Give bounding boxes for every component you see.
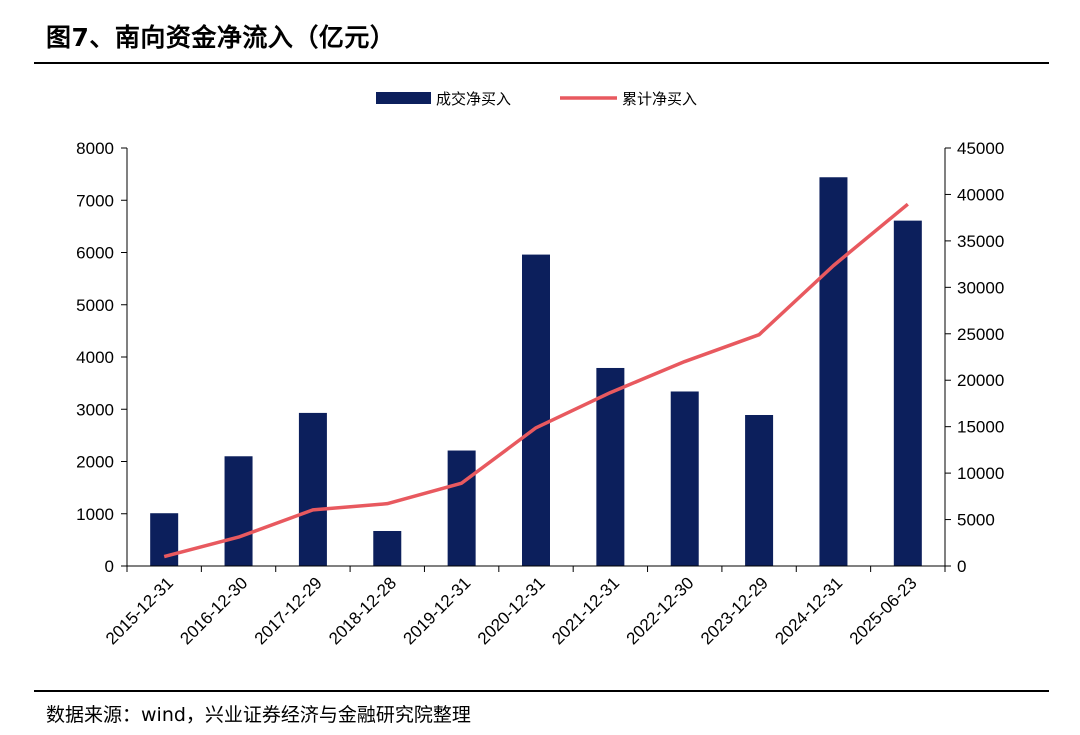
bar xyxy=(150,513,179,566)
bar xyxy=(819,177,848,566)
right-tick-label: 25000 xyxy=(957,325,1004,344)
bar xyxy=(670,391,699,566)
left-tick-label: 5000 xyxy=(76,296,114,315)
right-tick-label: 10000 xyxy=(957,464,1004,483)
right-tick-label: 45000 xyxy=(957,139,1004,158)
x-tick-label: 2017-12-29 xyxy=(251,573,326,648)
source-note: 数据来源：wind，兴业证券经济与金融研究院整理 xyxy=(46,704,471,726)
right-tick-label: 30000 xyxy=(957,278,1004,297)
right-tick-label: 40000 xyxy=(957,185,1004,204)
figure-title: 图7、南向资金净流入（亿元） xyxy=(46,23,396,52)
bar-series xyxy=(150,177,922,566)
legend-label-line: 累计净买入 xyxy=(622,90,697,108)
bar xyxy=(522,254,550,566)
x-tick-label: 2024-12-31 xyxy=(771,573,846,648)
x-tick-label: 2025-06-23 xyxy=(846,573,921,648)
left-tick-label: 8000 xyxy=(76,139,114,158)
left-tick-label: 4000 xyxy=(76,348,114,367)
right-tick-label: 20000 xyxy=(957,371,1004,390)
x-tick-label: 2020-12-31 xyxy=(474,573,549,648)
right-tick-label: 35000 xyxy=(957,232,1004,251)
left-tick-label: 2000 xyxy=(76,453,114,472)
bar xyxy=(893,220,922,566)
x-tick-label: 2018-12-28 xyxy=(325,573,400,648)
legend-label-bar: 成交净买入 xyxy=(436,90,511,108)
right-tick-label: 5000 xyxy=(957,511,995,530)
x-tick-label: 2016-12-30 xyxy=(176,573,251,648)
left-tick-label: 1000 xyxy=(76,505,114,524)
left-tick-label: 3000 xyxy=(76,400,114,419)
bar xyxy=(298,412,327,566)
bar xyxy=(596,367,625,566)
x-tick-label: 2022-12-30 xyxy=(623,573,698,648)
x-tick-label: 2015-12-31 xyxy=(102,573,177,648)
x-tick-label: 2023-12-29 xyxy=(697,573,772,648)
line-series xyxy=(163,202,909,559)
legend-swatch-bar xyxy=(376,92,431,104)
cumulative-line xyxy=(163,202,909,559)
legend: 成交净买入 累计净买入 xyxy=(376,90,697,108)
x-tick-label: 2021-12-31 xyxy=(548,573,623,648)
right-tick-label: 0 xyxy=(957,557,966,576)
bar xyxy=(745,414,774,566)
left-tick-label: 7000 xyxy=(76,191,114,210)
left-tick-label: 0 xyxy=(105,557,114,576)
x-tick-label: 2019-12-31 xyxy=(400,573,475,648)
left-tick-label: 6000 xyxy=(76,244,114,263)
bar xyxy=(373,530,402,566)
top-rule xyxy=(34,62,1049,64)
right-tick-label: 15000 xyxy=(957,418,1004,437)
bottom-rule xyxy=(34,690,1049,692)
bar xyxy=(224,456,253,566)
bar xyxy=(447,450,476,566)
